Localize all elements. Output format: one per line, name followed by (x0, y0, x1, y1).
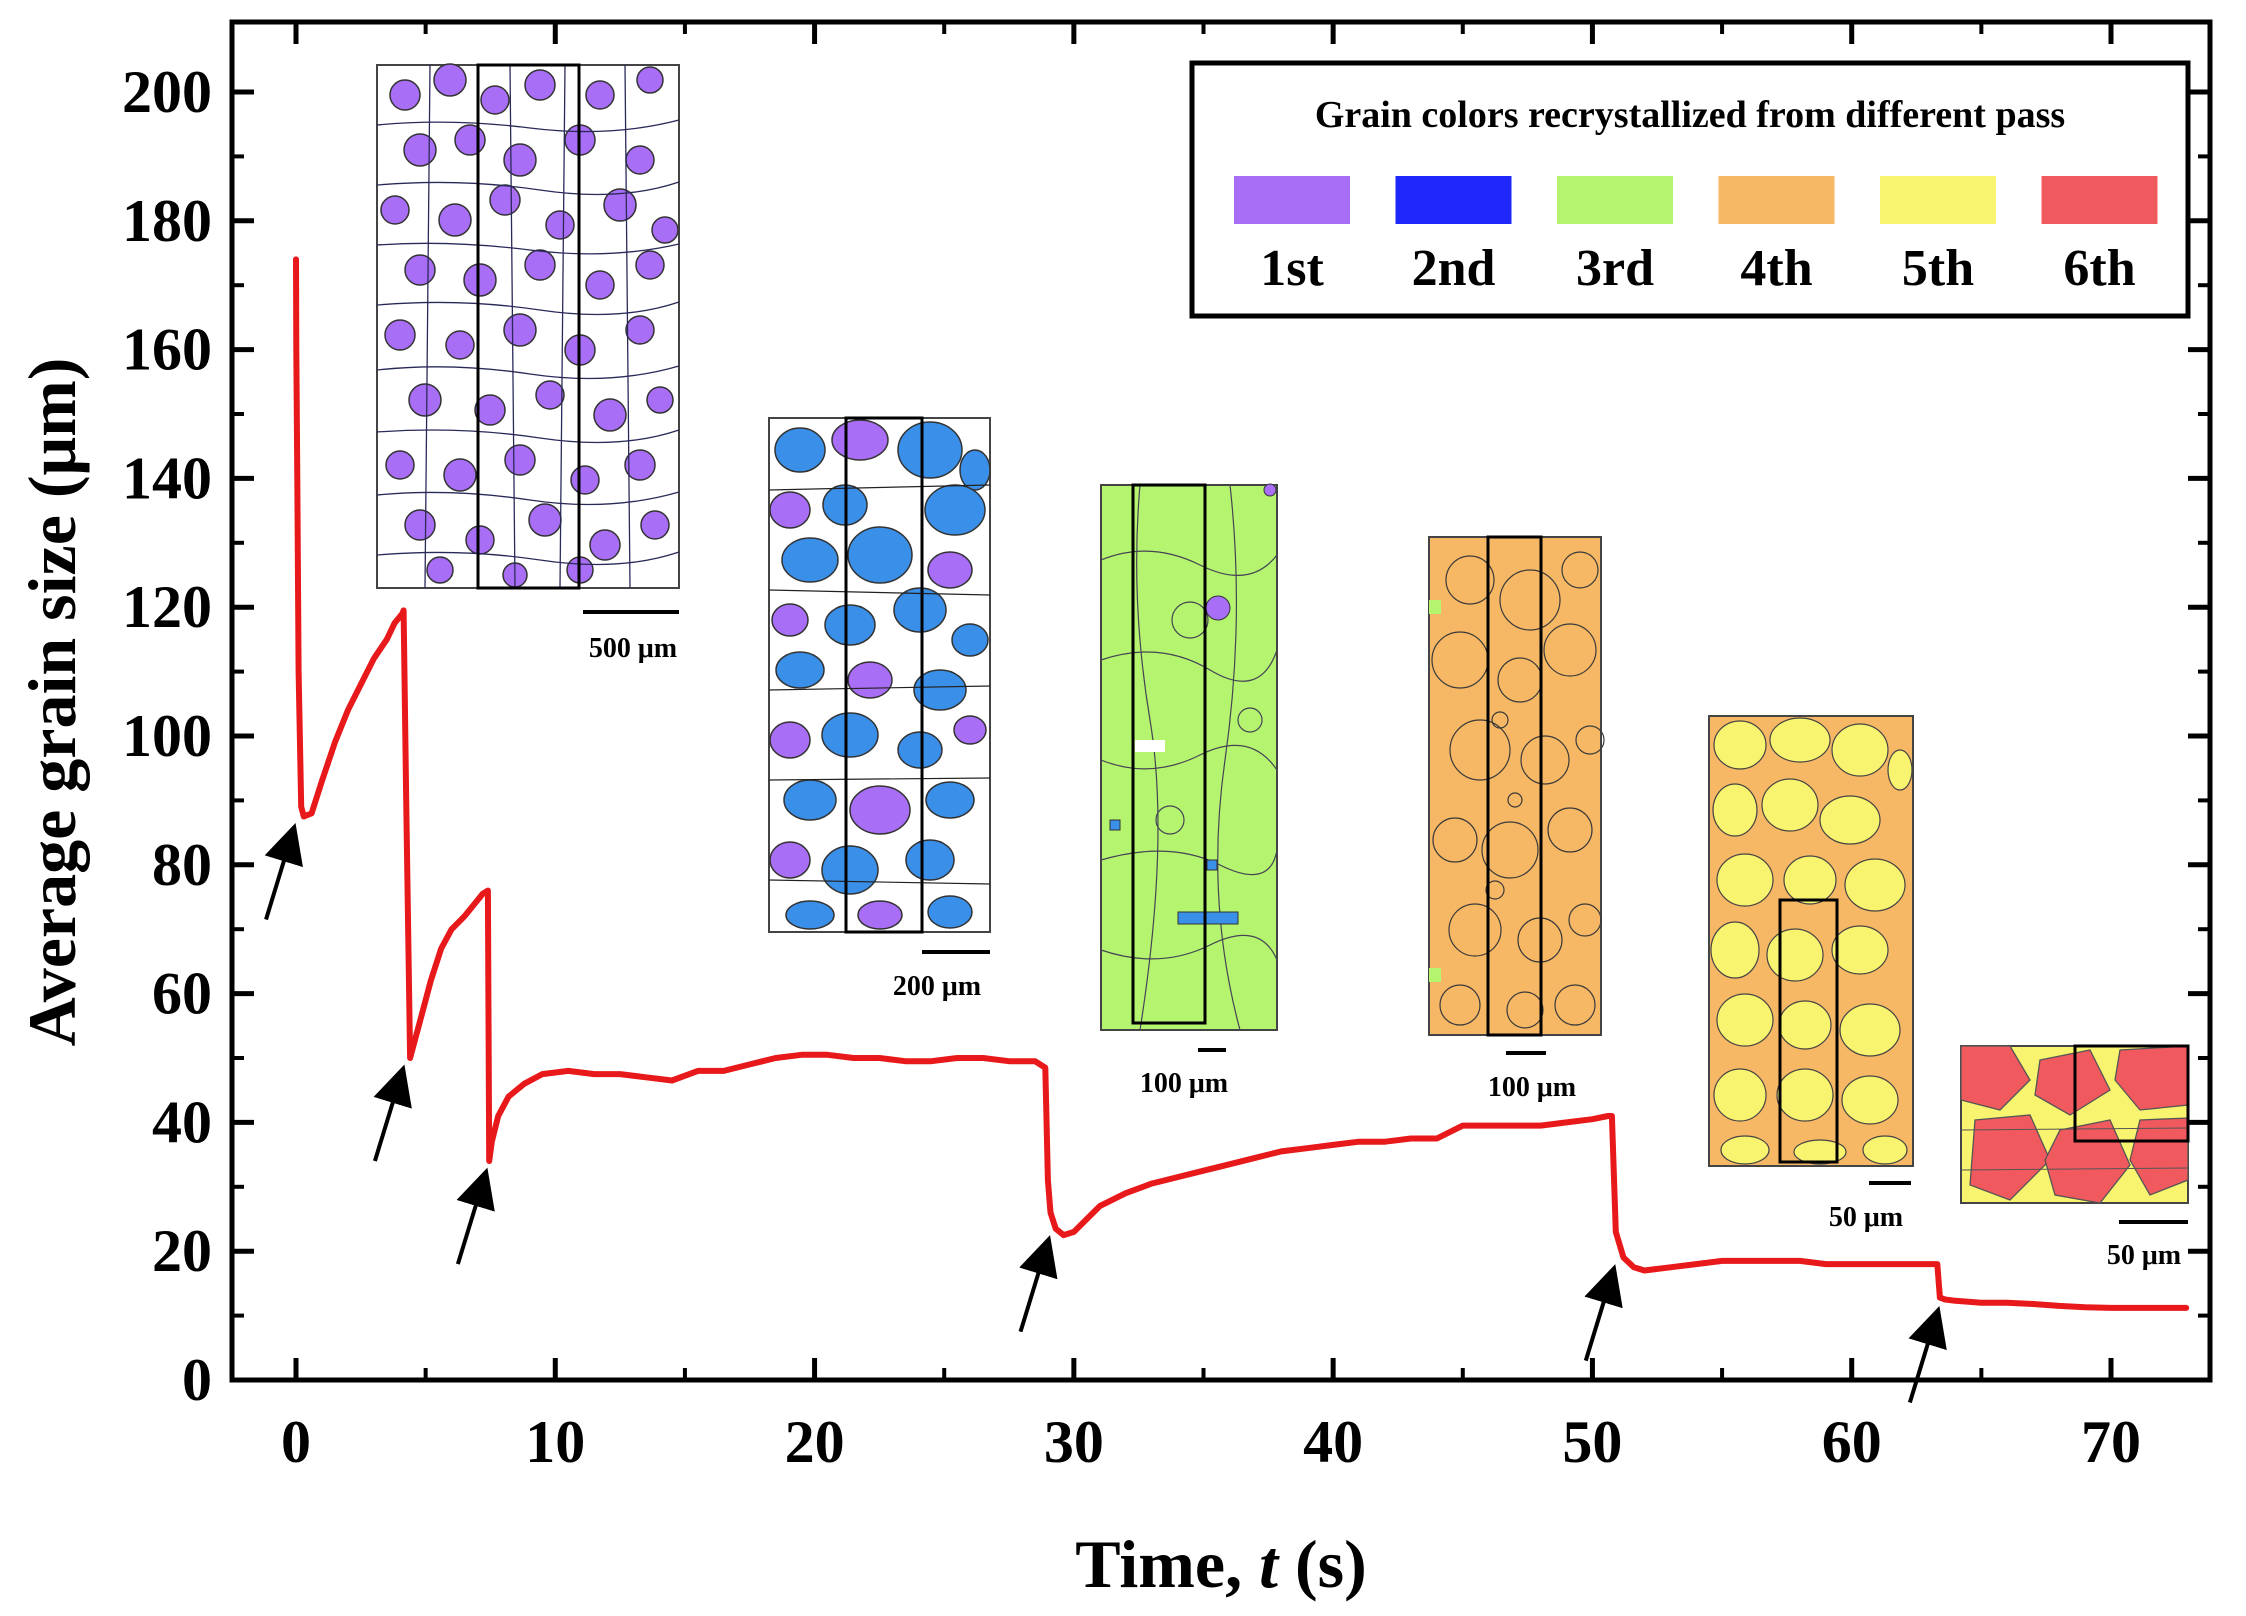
legend-label-2nd: 2nd (1412, 240, 1496, 297)
legend-swatch-2nd (1395, 176, 1512, 224)
legend-swatch-5th (1880, 176, 1996, 224)
inset-5th-pass (1708, 715, 1914, 1185)
y-tick-label: 80 (152, 832, 212, 898)
x-tick-label: 40 (1303, 1409, 1363, 1475)
x-tick-label: 0 (281, 1409, 311, 1475)
y-tick-label: 200 (122, 59, 212, 125)
pass-arrow-4 (1018, 1235, 1058, 1333)
inset-6th-pass (1960, 1044, 2190, 1224)
x-axis-title: Time, t (s) (1075, 1526, 1367, 1602)
pass-arrow-6 (1907, 1306, 1947, 1404)
y-axis-title: Average grain size (μm) (14, 358, 90, 1047)
y-tick-label: 180 (122, 188, 212, 254)
y-axis-ticks: 0 20 40 60 80 100 120 140 160 180 200 (122, 59, 2210, 1413)
microstructure-insets (376, 63, 2190, 1224)
legend: Grain colors recrystallized from differe… (1189, 60, 2191, 319)
y-tick-label: 160 (122, 317, 212, 383)
scale-label-2: 200 μm (893, 971, 981, 1002)
scale-label-6: 50 μm (2107, 1240, 2181, 1271)
x-axis-ticks: 0 10 20 30 40 50 60 70 (281, 22, 2141, 1475)
legend-label-1st: 1st (1260, 240, 1324, 297)
pass-arrow-2 (372, 1064, 412, 1162)
pass-arrow-5 (1583, 1264, 1623, 1362)
series-line-average-grain-size (293, 256, 2190, 1311)
pass-arrow-1 (264, 823, 303, 921)
legend-title: Grain colors recrystallized from differe… (1315, 94, 2065, 136)
y-tick-label: 100 (122, 703, 212, 769)
x-tick-label: 20 (785, 1409, 845, 1475)
legend-swatch-3rd (1557, 176, 1673, 224)
legend-label-6th: 6th (2063, 240, 2135, 297)
y-tick-label: 20 (152, 1218, 212, 1284)
x-tick-label: 60 (1822, 1409, 1882, 1475)
x-tick-label: 50 (1562, 1409, 1622, 1475)
scale-label-3: 100 μm (1140, 1068, 1228, 1099)
x-tick-label: 70 (2081, 1409, 2141, 1475)
legend-swatch-6th (2041, 176, 2158, 224)
inset-4th-pass (1428, 535, 1605, 1055)
inset-2nd-pass (768, 416, 991, 954)
y-tick-label: 140 (122, 445, 212, 511)
pass-arrow-3 (455, 1167, 495, 1265)
inset-3rd-pass (1100, 483, 1278, 1052)
y-tick-label: 0 (182, 1347, 212, 1413)
pass-arrows (264, 823, 1947, 1404)
inset-1st-pass (376, 63, 680, 614)
legend-swatch-1st (1234, 176, 1350, 224)
y-tick-label: 60 (152, 961, 212, 1027)
legend-swatch-4th (1718, 176, 1835, 224)
plot-frame (229, 19, 2213, 1383)
scale-label-4: 100 μm (1488, 1072, 1576, 1103)
y-tick-label: 120 (122, 574, 212, 640)
legend-label-4th: 4th (1740, 240, 1812, 297)
legend-label-5th: 5th (1902, 240, 1974, 297)
scale-label-1: 500 μm (589, 633, 677, 664)
scale-label-5: 50 μm (1829, 1202, 1903, 1233)
x-tick-label: 30 (1044, 1409, 1104, 1475)
x-tick-label: 10 (525, 1409, 585, 1475)
legend-label-3rd: 3rd (1576, 240, 1654, 297)
y-tick-label: 40 (152, 1089, 212, 1155)
